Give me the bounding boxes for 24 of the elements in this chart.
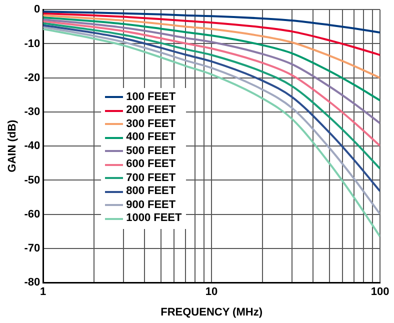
y-axis-title: GAIN (dB) [6,119,19,172]
y-tick-label: -40 [24,140,40,152]
legend-label: 900 FEET [126,198,176,212]
x-tick-label: 100 [370,286,390,298]
x-tick-label: 10 [205,286,218,298]
legend-label: 600 FEET [126,158,176,172]
legend-label: 800 FEET [126,185,176,199]
y-tick-label: -80 [24,276,40,289]
y-tick-label: -20 [24,72,40,84]
x-axis-title: FREQUENCY (MHz) [160,306,263,318]
legend-label: 100 FEET [126,90,176,104]
y-tick-label: -50 [24,174,40,186]
y-tick-label: -70 [24,242,40,255]
y-tick-label: -30 [24,106,40,118]
legend-label: 300 FEET [126,118,176,132]
legend-label: 1000 FEET [126,212,182,226]
legend-label: 700 FEET [126,172,176,186]
y-tick-label: -10 [24,38,40,50]
legend-label: 500 FEET [126,144,176,158]
y-tick-label: 0 [34,4,40,16]
legend-label: 400 FEET [126,131,176,145]
legend-label: 200 FEET [126,104,176,118]
x-tick-label: 1 [40,286,46,298]
y-tick-label: -60 [24,208,40,220]
